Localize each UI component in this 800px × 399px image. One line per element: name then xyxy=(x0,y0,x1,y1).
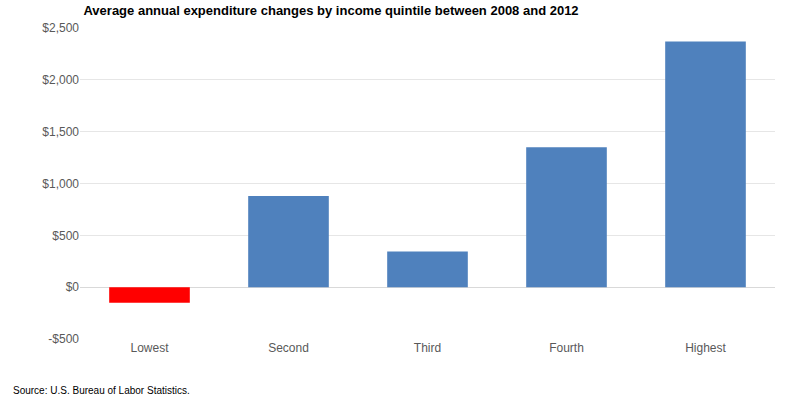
svg-text:Third: Third xyxy=(414,341,441,355)
svg-text:Source: U.S. Bureau of Labor S: Source: U.S. Bureau of Labor Statistics. xyxy=(13,385,190,396)
svg-text:Lowest: Lowest xyxy=(130,341,169,355)
svg-text:$1,500: $1,500 xyxy=(42,125,79,139)
svg-text:$2,000: $2,000 xyxy=(42,73,79,87)
svg-text:-$500: -$500 xyxy=(48,332,79,346)
svg-text:Second: Second xyxy=(268,341,309,355)
svg-text:Highest: Highest xyxy=(685,341,726,355)
svg-text:Fourth: Fourth xyxy=(549,341,584,355)
svg-text:$500: $500 xyxy=(52,229,79,243)
svg-text:$0: $0 xyxy=(66,280,80,294)
svg-text:Average annual expenditure cha: Average annual expenditure changes by in… xyxy=(83,3,578,18)
svg-text:$1,000: $1,000 xyxy=(42,177,79,191)
svg-text:$2,500: $2,500 xyxy=(42,21,79,35)
